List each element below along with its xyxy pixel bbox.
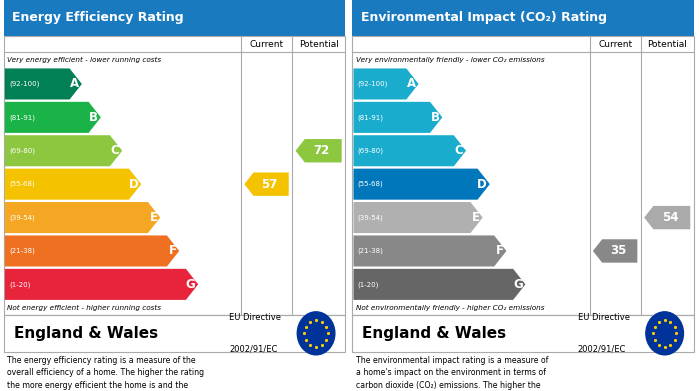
Text: Potential: Potential <box>648 39 687 49</box>
Polygon shape <box>295 139 342 162</box>
Text: (92-100): (92-100) <box>358 81 388 87</box>
Bar <box>352 36 694 315</box>
Text: E: E <box>472 211 480 224</box>
Text: 54: 54 <box>662 211 678 224</box>
Text: (81-91): (81-91) <box>358 114 384 120</box>
Text: (39-54): (39-54) <box>9 214 35 221</box>
Text: (69-80): (69-80) <box>358 147 384 154</box>
Text: Very energy efficient - lower running costs: Very energy efficient - lower running co… <box>7 57 161 63</box>
Text: (92-100): (92-100) <box>9 81 39 87</box>
Text: 35: 35 <box>610 244 626 257</box>
Text: B: B <box>430 111 440 124</box>
Text: Current: Current <box>249 39 284 49</box>
Text: F: F <box>169 244 176 257</box>
Text: England & Wales: England & Wales <box>14 326 158 341</box>
Text: (55-68): (55-68) <box>9 181 35 187</box>
Text: (69-80): (69-80) <box>9 147 35 154</box>
Bar <box>4 315 345 352</box>
Text: C: C <box>454 144 463 157</box>
Bar <box>352 315 694 352</box>
Text: EU Directive: EU Directive <box>578 313 629 322</box>
Text: (21-38): (21-38) <box>9 248 35 254</box>
Text: 2002/91/EC: 2002/91/EC <box>578 344 626 353</box>
Text: B: B <box>89 111 98 124</box>
Text: 2002/91/EC: 2002/91/EC <box>229 344 277 353</box>
Text: A: A <box>70 77 79 90</box>
Polygon shape <box>354 135 466 166</box>
Polygon shape <box>354 102 442 133</box>
Text: England & Wales: England & Wales <box>363 326 507 341</box>
Text: Environmental Impact (CO₂) Rating: Environmental Impact (CO₂) Rating <box>360 11 607 25</box>
Polygon shape <box>5 102 101 133</box>
Polygon shape <box>354 269 526 300</box>
Polygon shape <box>354 68 419 99</box>
Text: (1-20): (1-20) <box>358 281 379 288</box>
Text: Not environmentally friendly - higher CO₂ emissions: Not environmentally friendly - higher CO… <box>356 305 544 311</box>
Polygon shape <box>5 135 122 166</box>
Text: EU Directive: EU Directive <box>229 313 281 322</box>
Text: 72: 72 <box>314 144 330 157</box>
Polygon shape <box>5 68 82 99</box>
Text: The energy efficiency rating is a measure of the
overall efficiency of a home. T: The energy efficiency rating is a measur… <box>7 356 204 391</box>
Text: A: A <box>407 77 416 90</box>
Text: Very environmentally friendly - lower CO₂ emissions: Very environmentally friendly - lower CO… <box>356 57 544 63</box>
Text: (55-68): (55-68) <box>358 181 384 187</box>
Polygon shape <box>354 235 506 267</box>
Text: Not energy efficient - higher running costs: Not energy efficient - higher running co… <box>7 305 161 311</box>
Circle shape <box>646 312 683 355</box>
Polygon shape <box>644 206 690 229</box>
Text: Current: Current <box>598 39 632 49</box>
Text: C: C <box>111 144 120 157</box>
Polygon shape <box>5 202 160 233</box>
Polygon shape <box>593 239 637 263</box>
Text: 57: 57 <box>261 178 277 191</box>
Text: The environmental impact rating is a measure of
a home's impact on the environme: The environmental impact rating is a mea… <box>356 356 548 391</box>
Text: G: G <box>513 278 523 291</box>
Text: (39-54): (39-54) <box>358 214 384 221</box>
Polygon shape <box>5 169 141 200</box>
Circle shape <box>298 312 335 355</box>
Text: D: D <box>129 178 139 191</box>
Text: G: G <box>186 278 195 291</box>
Polygon shape <box>354 202 483 233</box>
Text: (1-20): (1-20) <box>9 281 30 288</box>
Polygon shape <box>244 172 288 196</box>
Bar <box>4 36 345 315</box>
Text: (21-38): (21-38) <box>358 248 384 254</box>
Polygon shape <box>354 169 490 200</box>
Text: D: D <box>477 178 487 191</box>
Bar <box>352 0 694 36</box>
Text: E: E <box>150 211 158 224</box>
Text: (81-91): (81-91) <box>9 114 35 120</box>
Text: F: F <box>496 244 504 257</box>
Text: Potential: Potential <box>299 39 339 49</box>
Text: Energy Efficiency Rating: Energy Efficiency Rating <box>12 11 183 25</box>
Bar <box>4 0 345 36</box>
Polygon shape <box>5 269 198 300</box>
Polygon shape <box>5 235 179 267</box>
